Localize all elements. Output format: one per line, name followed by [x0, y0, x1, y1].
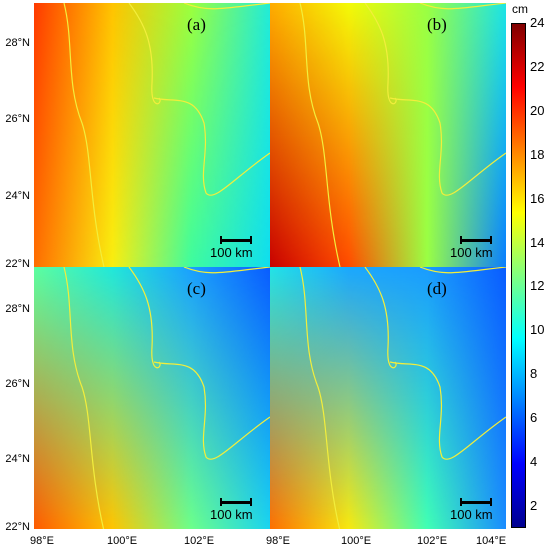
colorbar	[511, 23, 526, 528]
boundary-line	[128, 3, 161, 105]
boundary-line	[63, 3, 105, 267]
colorbar-tick-label: 2	[530, 498, 538, 514]
boundary-line	[183, 3, 270, 10]
boundary-line	[153, 97, 270, 196]
panel-label-b: (b)	[427, 15, 447, 34]
lat-tick-26-top: 26°N	[5, 113, 30, 125]
colorbar-tick-label: 20	[530, 102, 545, 118]
colorbar-tick-label: 4	[530, 454, 538, 470]
colorbar-tick-label: 12	[530, 278, 545, 294]
colorbar-tick-label: 10	[530, 322, 545, 338]
lat-tick-22-bottom: 22°N	[5, 521, 30, 533]
colorbar-tick-label: 6	[530, 410, 538, 426]
boundary-line	[364, 267, 397, 369]
field-bottom-a	[34, 3, 270, 267]
boundary-line	[389, 97, 506, 196]
scale-bar-label-c: 100 km	[210, 507, 253, 522]
boundary-line	[419, 3, 506, 10]
lon-tick-102-left: 102°E	[184, 535, 215, 547]
field-bottom-b	[270, 3, 506, 267]
scale-bar-label-a: 100 km	[210, 245, 253, 260]
colorbar-tick-label: 16	[530, 190, 545, 206]
lon-tick-98-left: 98°E	[30, 535, 54, 547]
boundary-line	[419, 267, 506, 274]
map-b-surface	[270, 3, 506, 267]
boundary-line	[299, 267, 341, 529]
panel-label-d: (d)	[427, 279, 447, 298]
map-panel-d: (d) 100 km	[270, 267, 506, 529]
map-d-surface	[270, 267, 506, 529]
scale-bar-label-b: 100 km	[450, 245, 493, 260]
lon-tick-100-left: 100°E	[107, 535, 138, 547]
lon-tick-102-right: 102°E	[417, 535, 448, 547]
field-bottom-c	[34, 267, 270, 529]
boundary-line	[63, 267, 105, 529]
lat-tick-28-top: 28°N	[5, 37, 30, 49]
map-c-surface	[34, 267, 270, 529]
colorbar-unit: cm	[512, 2, 528, 16]
panel-label-c: (c)	[187, 279, 206, 298]
lon-tick-100-right: 100°E	[341, 535, 372, 547]
lon-tick-104-right: 104°E	[476, 535, 507, 547]
lat-tick-24-bottom: 24°N	[5, 453, 30, 465]
boundary-line	[299, 3, 341, 267]
scale-bar-label-d: 100 km	[450, 507, 493, 522]
boundary-line	[364, 3, 397, 105]
map-a-surface	[34, 3, 270, 267]
field-bottom-d	[270, 267, 506, 529]
colorbar-tick-label: 24	[530, 15, 545, 30]
colorbar-tick-label: 8	[530, 366, 538, 382]
lat-tick-22-top: 22°N	[5, 258, 30, 270]
boundary-line	[153, 361, 270, 460]
boundary-line	[128, 267, 161, 369]
boundary-line	[389, 361, 506, 460]
colorbar-tick-label: 22	[530, 58, 545, 74]
map-panel-a: (a) 100 km	[34, 3, 270, 267]
map-panel-b: (b) 100 km	[270, 3, 506, 267]
lat-tick-24-top: 24°N	[5, 190, 30, 202]
lat-tick-26-bottom: 26°N	[5, 378, 30, 390]
boundary-line	[183, 267, 270, 274]
colorbar-tick-label: 14	[530, 234, 545, 250]
map-panel-c: (c) 100 km	[34, 267, 270, 529]
panel-label-a: (a)	[187, 15, 206, 34]
colorbar-tick-label: 18	[530, 146, 545, 162]
lon-tick-98-right: 98°E	[266, 535, 290, 547]
lat-tick-28-bottom: 28°N	[5, 303, 30, 315]
